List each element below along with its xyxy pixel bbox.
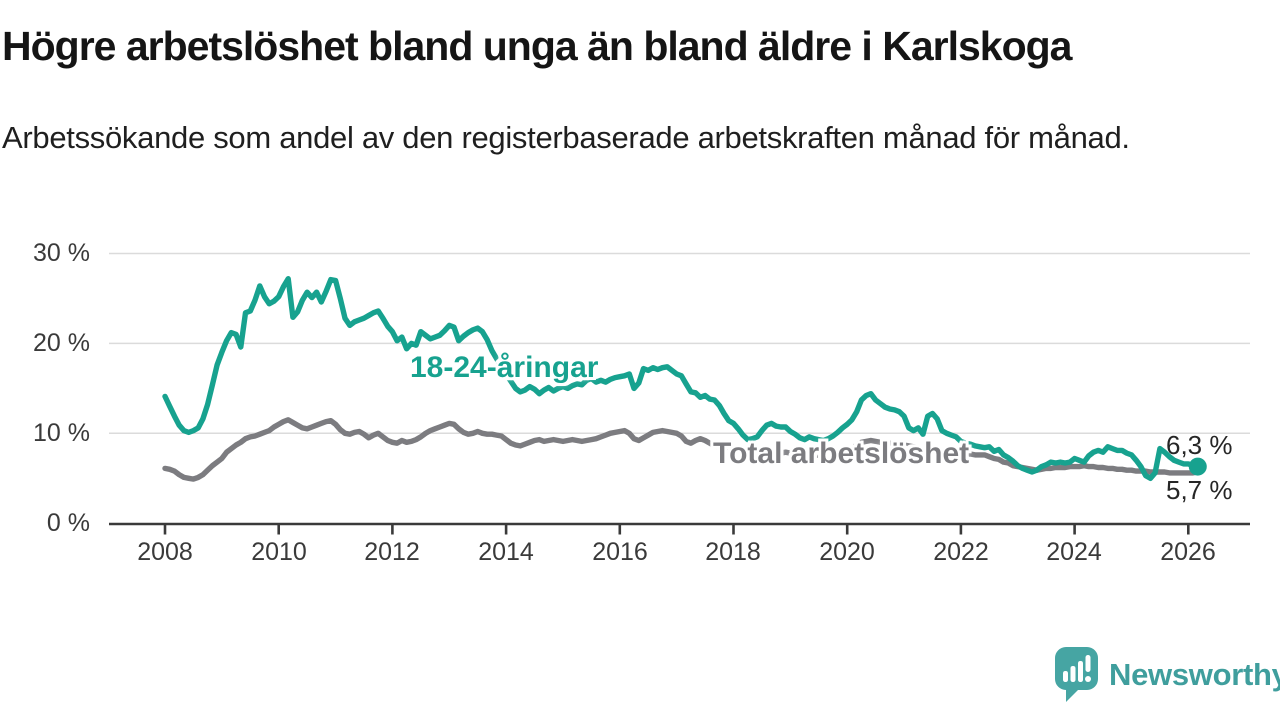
x-tick-label-2016: 2016 bbox=[592, 538, 648, 566]
x-tick-label-2012: 2012 bbox=[364, 538, 420, 566]
youth-line bbox=[162, 276, 1201, 481]
newsworthy-logo: Newsworthy bbox=[1054, 646, 1280, 703]
newsworthy-wordmark: Newsworthy bbox=[1109, 656, 1280, 692]
x-tick-label-2018: 2018 bbox=[705, 538, 761, 566]
newsworthy-bubble-icon bbox=[1055, 647, 1098, 702]
bar-2 bbox=[1070, 666, 1076, 682]
end-value-total: 5,7 % bbox=[1166, 475, 1233, 505]
x-tick-label-2020: 2020 bbox=[819, 538, 875, 566]
y-tick-label-20: 20 % bbox=[33, 329, 90, 357]
series-label-youth: 18-24-åringar bbox=[410, 351, 599, 384]
x-tick-label-2024: 2024 bbox=[1046, 538, 1102, 566]
end-value-youth: 6,3 % bbox=[1166, 430, 1233, 460]
y-tick-label-10: 10 % bbox=[33, 419, 90, 447]
x-tick-label-2026: 2026 bbox=[1160, 538, 1216, 566]
x-tick-label-2014: 2014 bbox=[478, 538, 534, 566]
bubble-shape bbox=[1055, 647, 1098, 702]
line-chart-canvas bbox=[109, 252, 1250, 535]
exclamation-dot bbox=[1085, 676, 1091, 682]
chart-area: 30 % 20 % 10 % 0 % 2008 2010 2012 2014 2… bbox=[33, 239, 1250, 566]
y-tick-label-30: 30 % bbox=[33, 239, 90, 267]
x-tick-label-2022: 2022 bbox=[933, 538, 989, 566]
youth-end-dot bbox=[1188, 457, 1207, 476]
series-label-total: Total arbetslöshet bbox=[713, 437, 970, 470]
exclamation-bar bbox=[1085, 655, 1091, 672]
chart-title: Högre arbetslöshet bland unga än bland ä… bbox=[2, 23, 1072, 69]
total-line bbox=[162, 417, 1201, 482]
bar-1 bbox=[1063, 671, 1068, 682]
y-tick-label-0: 0 % bbox=[46, 509, 90, 537]
x-tick-label-2010: 2010 bbox=[251, 538, 307, 566]
x-tick-label-2008: 2008 bbox=[137, 538, 193, 566]
bar-3 bbox=[1078, 661, 1083, 682]
chart-subtitle: Arbetssökande som andel av den registerb… bbox=[2, 120, 1130, 155]
